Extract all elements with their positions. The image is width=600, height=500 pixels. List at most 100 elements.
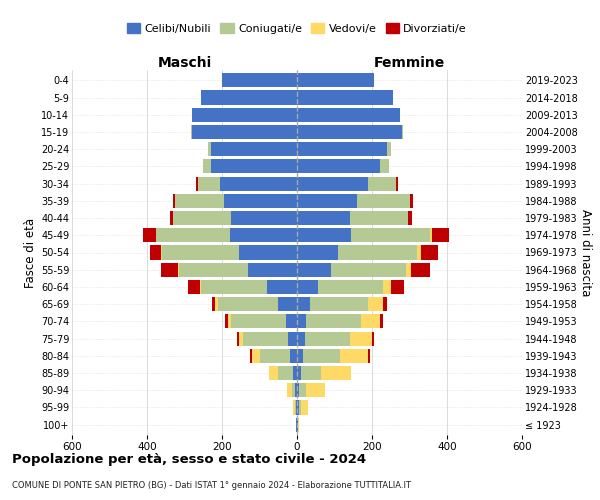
Bar [218,297,278,311]
Bar [215,297,218,311]
Bar [260,348,290,363]
Bar [432,228,449,242]
Bar [297,400,299,414]
Bar [317,280,383,294]
Bar [302,348,340,363]
Bar [250,348,252,363]
Bar [278,366,293,380]
Bar [293,400,295,414]
Bar [297,418,298,432]
Bar [297,211,349,225]
Bar [412,262,430,277]
Bar [232,314,286,328]
Bar [239,332,242,345]
Bar [297,332,305,345]
Bar [248,262,297,277]
Bar [191,125,192,139]
Bar [296,400,297,414]
Bar [349,211,407,225]
Bar [267,280,297,294]
Bar [305,332,349,345]
Bar [368,348,370,363]
Bar [196,176,197,190]
Bar [307,314,361,328]
Bar [162,246,239,260]
Bar [173,211,232,225]
Bar [361,314,380,328]
Bar [368,297,383,311]
Bar [380,314,383,328]
Bar [199,280,202,294]
Bar [229,228,297,242]
Bar [307,383,325,398]
Bar [297,262,331,277]
Bar [211,160,297,173]
Bar [295,383,297,398]
Bar [192,125,297,139]
Bar [222,74,297,88]
Bar [224,314,227,328]
Text: COMUNE DI PONTE SAN PIETRO (BG) - Dati ISTAT 1° gennaio 2024 - Elaborazione TUTT: COMUNE DI PONTE SAN PIETRO (BG) - Dati I… [12,481,411,490]
Bar [380,160,389,173]
Bar [157,228,229,242]
Bar [297,348,302,363]
Bar [297,366,301,380]
Y-axis label: Fasce di età: Fasce di età [23,218,37,288]
Bar [232,211,297,225]
Bar [349,332,372,345]
Bar [387,142,391,156]
Bar [357,194,409,208]
Bar [237,332,239,345]
Bar [295,400,296,414]
Bar [197,176,220,190]
Bar [297,74,374,88]
Bar [409,211,412,225]
Text: Popolazione per età, sesso e stato civile - 2024: Popolazione per età, sesso e stato civil… [12,452,366,466]
Y-axis label: Anni di nascita: Anni di nascita [578,209,592,296]
Bar [286,314,297,328]
Bar [301,366,322,380]
Bar [402,125,403,139]
Bar [292,383,295,398]
Bar [430,228,432,242]
Bar [178,262,179,277]
Bar [310,297,368,311]
Bar [297,228,352,242]
Bar [161,246,162,260]
Bar [297,176,368,190]
Bar [175,194,224,208]
Bar [383,297,387,311]
Legend: Celibi/Nubili, Coniugati/e, Vedovi/e, Divorziati/e: Celibi/Nubili, Coniugati/e, Vedovi/e, Di… [122,19,472,38]
Bar [301,400,308,414]
Bar [161,262,178,277]
Bar [150,246,161,260]
Bar [203,160,211,173]
Bar [322,366,352,380]
Bar [352,228,430,242]
Bar [293,366,297,380]
Bar [338,246,417,260]
Bar [208,142,211,156]
Bar [299,400,301,414]
Bar [202,90,297,104]
Bar [297,280,317,294]
Bar [192,108,297,122]
Bar [170,211,173,225]
Bar [211,142,297,156]
Bar [397,176,398,190]
Bar [298,418,299,432]
Bar [188,280,199,294]
Bar [297,142,387,156]
Bar [406,262,412,277]
Bar [297,194,357,208]
Bar [220,176,297,190]
Bar [297,160,380,173]
Bar [239,246,297,260]
Bar [287,383,292,398]
Bar [296,418,297,432]
Bar [252,348,260,363]
Bar [421,246,437,260]
Bar [297,108,400,122]
Bar [278,297,297,311]
Bar [143,228,155,242]
